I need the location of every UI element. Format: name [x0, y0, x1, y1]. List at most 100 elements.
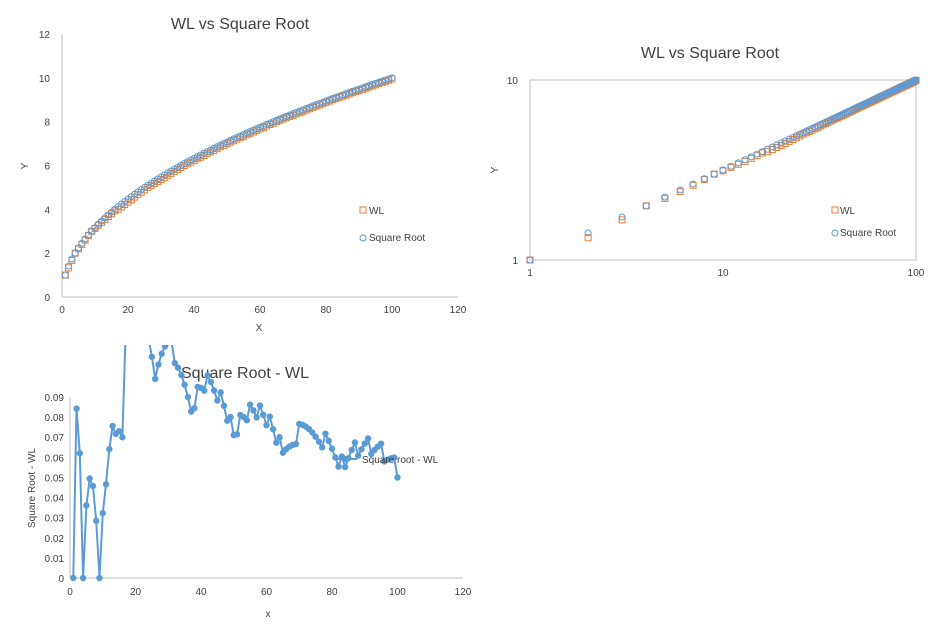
sqrt-point [642, 202, 650, 210]
difference-point [181, 381, 188, 388]
sqrt-point [269, 118, 277, 126]
difference-point [119, 434, 126, 441]
x-tick-label: 80 [320, 305, 332, 316]
sqrt-point [223, 138, 231, 146]
difference-point [106, 445, 113, 453]
difference-point [260, 411, 267, 419]
sqrt-point [789, 133, 797, 141]
sqrt-point [263, 120, 271, 128]
sqrt-point [734, 159, 742, 167]
x-tick-label: 40 [195, 587, 207, 598]
sqrt-point [312, 101, 320, 109]
x-tick-label: 100 [389, 587, 406, 598]
x-tick-label: 10 [717, 268, 729, 279]
y-tick-label: 8 [44, 118, 50, 129]
x-tick-label: 0 [59, 305, 65, 316]
sqrt-point [339, 91, 346, 99]
x-tick-label: 0 [67, 587, 73, 598]
sqrt-point [177, 162, 185, 169]
y-axis-label: Square Root - WL [27, 448, 38, 528]
difference-point [263, 422, 270, 429]
x-tick-label: 100 [384, 305, 401, 316]
difference-point [148, 353, 156, 360]
sqrt-point [362, 83, 370, 91]
sqrt-point [276, 115, 284, 123]
x-tick-label: 20 [122, 305, 134, 316]
difference-point [312, 433, 319, 440]
x-tick-label: 1 [527, 268, 533, 279]
difference-point [335, 463, 342, 470]
sqrt-point [61, 271, 69, 279]
legend-marker [341, 455, 349, 463]
sqrt-point [282, 112, 290, 120]
difference-point [96, 574, 103, 582]
difference-point [109, 422, 116, 430]
difference-point [93, 517, 100, 525]
difference-point [269, 425, 277, 433]
x-tick-label: 80 [326, 587, 338, 598]
sqrt-point [193, 153, 201, 161]
sqrt-point [230, 135, 238, 143]
sqrt-point [259, 122, 267, 130]
difference-point [358, 446, 365, 453]
sqrt-point [71, 249, 79, 257]
sqrt-point [207, 146, 214, 154]
sqrt-point [279, 114, 287, 122]
sqrt-point [372, 79, 379, 87]
difference-point [243, 416, 251, 424]
difference-point [83, 502, 90, 509]
sqrt-point [741, 156, 749, 164]
sqrt-point [240, 130, 247, 138]
y-tick-label: 10 [39, 74, 51, 85]
difference-point [315, 438, 323, 445]
legend-wl-label: WL [369, 206, 384, 217]
sqrt-point [183, 158, 191, 166]
legend-wl-marker [831, 206, 839, 214]
wl-point [785, 137, 793, 145]
sqrt-point [727, 162, 735, 170]
sqrt-point [236, 132, 244, 140]
difference-point [292, 440, 300, 448]
sqrt-point [378, 77, 386, 85]
difference-point [391, 454, 398, 461]
difference-point [227, 413, 234, 421]
wl-point [789, 136, 797, 144]
x-tick-label: 100 [908, 268, 925, 279]
legend-sqrt-label: Square Root [840, 228, 896, 239]
sqrt-point [348, 87, 356, 95]
y-axis-label: Y [490, 166, 501, 173]
chart-wl-vs-sqrt-log: WL vs Square Root 1 10 100 1 10 Y WL Square Root [490, 45, 925, 279]
difference-point [155, 361, 162, 368]
sqrt-point [710, 170, 718, 178]
legend-sqrt-marker [831, 229, 839, 237]
y-axis-label: Y [20, 162, 31, 169]
difference-point [86, 475, 93, 482]
difference-point [79, 574, 87, 582]
y-tick-label: 4 [44, 205, 50, 216]
sqrt-point [777, 139, 785, 147]
difference-point [266, 413, 273, 420]
x-tick-label: 40 [188, 305, 200, 316]
sqrt-point [358, 84, 366, 92]
plot-frame [529, 79, 917, 261]
difference-point [207, 378, 215, 386]
sqrt-point [799, 129, 807, 137]
difference-point [89, 482, 97, 490]
x-tick-label: 120 [455, 587, 472, 598]
sqrt-point [661, 193, 669, 201]
y-tick-label: 0.06 [45, 453, 65, 464]
sqrt-point [246, 128, 254, 136]
sqrt-point [273, 116, 280, 124]
sqrt-point [256, 123, 264, 131]
x-axis-label: X [256, 323, 263, 334]
sqrt-point [309, 102, 317, 110]
wl-point [584, 234, 592, 242]
difference-point [151, 375, 159, 383]
sqrt-point [292, 108, 300, 116]
sqrt-point [65, 262, 73, 270]
sqrt-point [190, 154, 198, 162]
sqrt-point [332, 93, 340, 101]
y-tick-label: 1 [512, 256, 518, 267]
y-tick-label: 0.02 [45, 534, 65, 545]
sqrt-point [747, 153, 755, 161]
